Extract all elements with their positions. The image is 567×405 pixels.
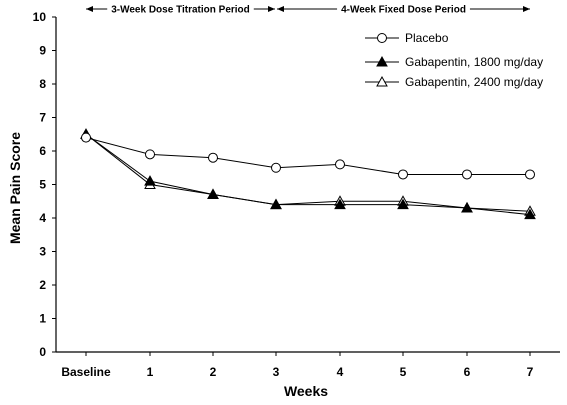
data-point <box>208 152 218 163</box>
data-point <box>270 198 282 210</box>
data-point <box>397 198 409 210</box>
y-tick-label: 8 <box>39 77 46 91</box>
y-tick-label: 10 <box>33 10 47 24</box>
legend-label: Placebo <box>405 31 449 45</box>
series-0 <box>81 132 535 180</box>
y-axis-title: Mean Pain Score <box>7 132 23 244</box>
data-point <box>334 198 346 210</box>
period-annotation: 3-Week Dose Titration Period <box>86 5 275 16</box>
x-tick-label: 4 <box>337 365 344 379</box>
data-point <box>524 208 536 220</box>
period-label: 4-Week Fixed Dose Period <box>341 5 466 16</box>
y-tick-label: 9 <box>39 44 46 58</box>
period-annotation: 4-Week Fixed Dose Period <box>277 5 530 16</box>
axes: 0 1 2 3 4 5 6 7 8 9 10 Baseline 1 2 3 4 5 6 7 <box>33 10 560 379</box>
data-point <box>525 169 535 180</box>
data-point <box>207 188 219 200</box>
legend-item: Placebo <box>365 31 449 45</box>
data-point <box>377 33 387 43</box>
data-point <box>81 132 91 143</box>
y-tick-label: 4 <box>39 211 46 225</box>
x-tick-label: 7 <box>527 365 534 379</box>
legend-label: Gabapentin, 1800 mg/day <box>405 55 543 69</box>
x-tick-label: 3 <box>273 365 280 379</box>
legend-item: Gabapentin, 2400 mg/day <box>365 75 543 89</box>
y-tick-label: 1 <box>39 312 46 326</box>
period-annotations: 3-Week Dose Titration Period 4-Week Fixed… <box>86 5 530 16</box>
arrowhead <box>523 6 530 12</box>
data-point <box>461 201 473 213</box>
legend-item: Gabapentin, 1800 mg/day <box>365 55 543 69</box>
data-point <box>144 175 156 186</box>
data-point <box>335 159 345 170</box>
data-point <box>398 169 408 180</box>
y-tick-label: 2 <box>39 278 46 292</box>
x-tick-label: Baseline <box>61 365 111 379</box>
data-point <box>145 149 155 160</box>
arrowhead <box>277 6 284 12</box>
y-tick-label: 0 <box>39 345 46 359</box>
y-tick-label: 3 <box>39 245 46 259</box>
y-tick-label: 5 <box>39 178 46 192</box>
y-tick-label: 7 <box>39 111 46 125</box>
x-tick-label: 1 <box>147 365 154 379</box>
data-series <box>80 128 536 220</box>
data-point <box>271 162 281 173</box>
arrowhead <box>86 6 93 12</box>
series-line <box>85 137 530 175</box>
legend-label: Gabapentin, 2400 mg/day <box>405 75 543 89</box>
legend: Placebo Gabapentin, 1800 mg/day Gabapentin… <box>365 31 543 89</box>
series-line <box>85 133 531 216</box>
data-point <box>376 75 388 87</box>
x-tick-label: 6 <box>464 365 471 379</box>
data-point <box>376 55 388 67</box>
period-label: 3-Week Dose Titration Period <box>111 5 250 16</box>
x-tick-label: 2 <box>210 365 217 379</box>
y-tick-label: 6 <box>39 144 46 158</box>
arrowhead <box>268 6 275 12</box>
x-axis-title: Weeks <box>284 383 328 399</box>
x-tick-label: 5 <box>400 365 407 379</box>
series-line <box>85 133 531 212</box>
data-point <box>462 169 472 180</box>
